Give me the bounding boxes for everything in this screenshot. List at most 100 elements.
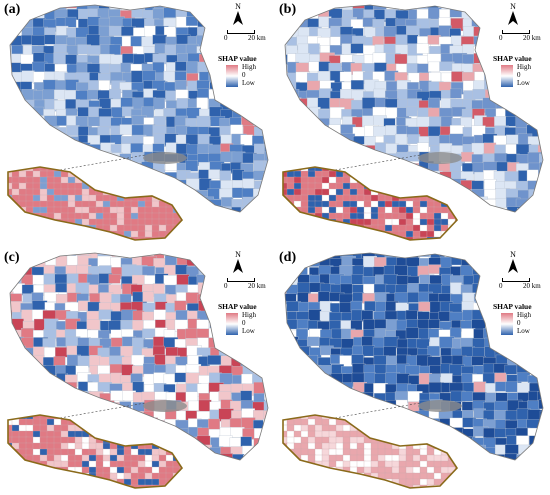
- inset-cell: [391, 484, 400, 488]
- map-cell: [516, 99, 532, 111]
- inset-cell: [384, 182, 393, 191]
- map-cell: [175, 437, 188, 449]
- inset-cell: [405, 182, 414, 191]
- inset-cell: [385, 491, 394, 495]
- map-cell: [285, 354, 300, 368]
- map-cell: [449, 327, 462, 338]
- map-cell: [285, 373, 300, 387]
- map-cell: [285, 142, 289, 156]
- inset-cell: [32, 188, 41, 196]
- inset-cell: [88, 176, 97, 185]
- map-cell: [99, 265, 112, 275]
- inset-cell: [32, 484, 42, 488]
- inset-cell: [95, 418, 104, 427]
- inset-cell: [321, 236, 331, 240]
- map-cell: [494, 116, 508, 127]
- map-cell: [76, 345, 91, 357]
- map-cell: [285, 142, 298, 153]
- map-cell: [141, 179, 155, 190]
- inset-cell: [151, 182, 160, 191]
- map-cell: [12, 381, 27, 392]
- map-cell: [264, 253, 268, 260]
- inset-cell: [405, 415, 414, 421]
- inset-cell: [315, 243, 324, 247]
- inset-cell: [144, 430, 154, 439]
- inset-cell: [328, 224, 339, 232]
- inset-cell: [88, 236, 98, 240]
- map-cell: [385, 417, 399, 428]
- panel-label: (b): [279, 2, 297, 17]
- inset-cell: [349, 236, 359, 240]
- inset-cell: [39, 466, 49, 474]
- inset-cell: [283, 167, 288, 172]
- scale-start: 0: [499, 34, 503, 42]
- inset-cell: [447, 182, 457, 191]
- inset-cell: [8, 484, 14, 488]
- map-cell: [352, 363, 366, 374]
- map-cell: [199, 207, 211, 212]
- map-cell: [329, 383, 344, 395]
- map-cell: [219, 338, 231, 352]
- inset-cell: [18, 230, 28, 238]
- inset-cell: [95, 448, 105, 456]
- map-cell: [482, 37, 496, 51]
- inset-cell: [342, 430, 352, 438]
- map-cell: [119, 124, 134, 135]
- map-cell: [373, 178, 389, 190]
- map-cell: [44, 152, 59, 164]
- map-cell: [526, 106, 542, 120]
- inset-cell: [328, 176, 337, 184]
- inset-cell: [46, 478, 55, 486]
- inset-cell: [151, 188, 160, 197]
- inset-cell: [102, 170, 112, 178]
- inset-cell: [391, 170, 400, 178]
- inset-cell: [314, 224, 323, 233]
- map-cell: [285, 162, 286, 173]
- legend-zero: 0: [242, 319, 246, 327]
- inset-cell: [60, 230, 70, 238]
- inset-cell: [321, 436, 331, 445]
- map-cell: [285, 125, 288, 138]
- map-cell: [264, 151, 268, 163]
- inset-cell: [123, 170, 133, 179]
- map-cell: [473, 253, 486, 260]
- map-cell: [471, 444, 486, 459]
- inset-cell: [349, 188, 358, 196]
- map-cell: [450, 445, 465, 458]
- map-cell: [97, 401, 112, 414]
- map-cell: [285, 336, 289, 350]
- inset-cell: [370, 418, 379, 427]
- map-cell: [527, 199, 543, 211]
- inset-cell: [342, 478, 351, 488]
- inset-cell: [116, 436, 127, 444]
- legend-title: SHAP value: [218, 302, 257, 311]
- map-cell: [197, 282, 210, 296]
- map-cell: [23, 356, 36, 368]
- inset-cell: [412, 218, 421, 226]
- map-cell: [254, 205, 268, 212]
- map-cell: [427, 35, 441, 45]
- map-cell: [99, 160, 115, 172]
- inset-cell: [137, 484, 146, 488]
- map-cell: [165, 363, 178, 374]
- map-cell: [362, 345, 375, 357]
- inset-cell: [307, 418, 316, 426]
- map-cell: [427, 345, 440, 357]
- inset-cell: [131, 491, 140, 495]
- inset-cell: [370, 484, 379, 488]
- inset-cell: [130, 176, 139, 185]
- map-cell: [21, 381, 35, 392]
- inset-cell: [440, 182, 449, 190]
- inset-cell: [350, 243, 358, 247]
- map-cell: [298, 126, 311, 137]
- map-cell: [427, 264, 442, 274]
- map-cell: [153, 181, 169, 192]
- map-cell: [197, 134, 211, 146]
- inset-cell: [172, 188, 182, 196]
- map-cell: [471, 154, 485, 164]
- inset-cell: [293, 442, 302, 450]
- map-cell: [109, 179, 122, 193]
- inset-cell: [11, 206, 20, 214]
- inset-cell: [293, 460, 302, 468]
- inset-cell: [300, 472, 310, 481]
